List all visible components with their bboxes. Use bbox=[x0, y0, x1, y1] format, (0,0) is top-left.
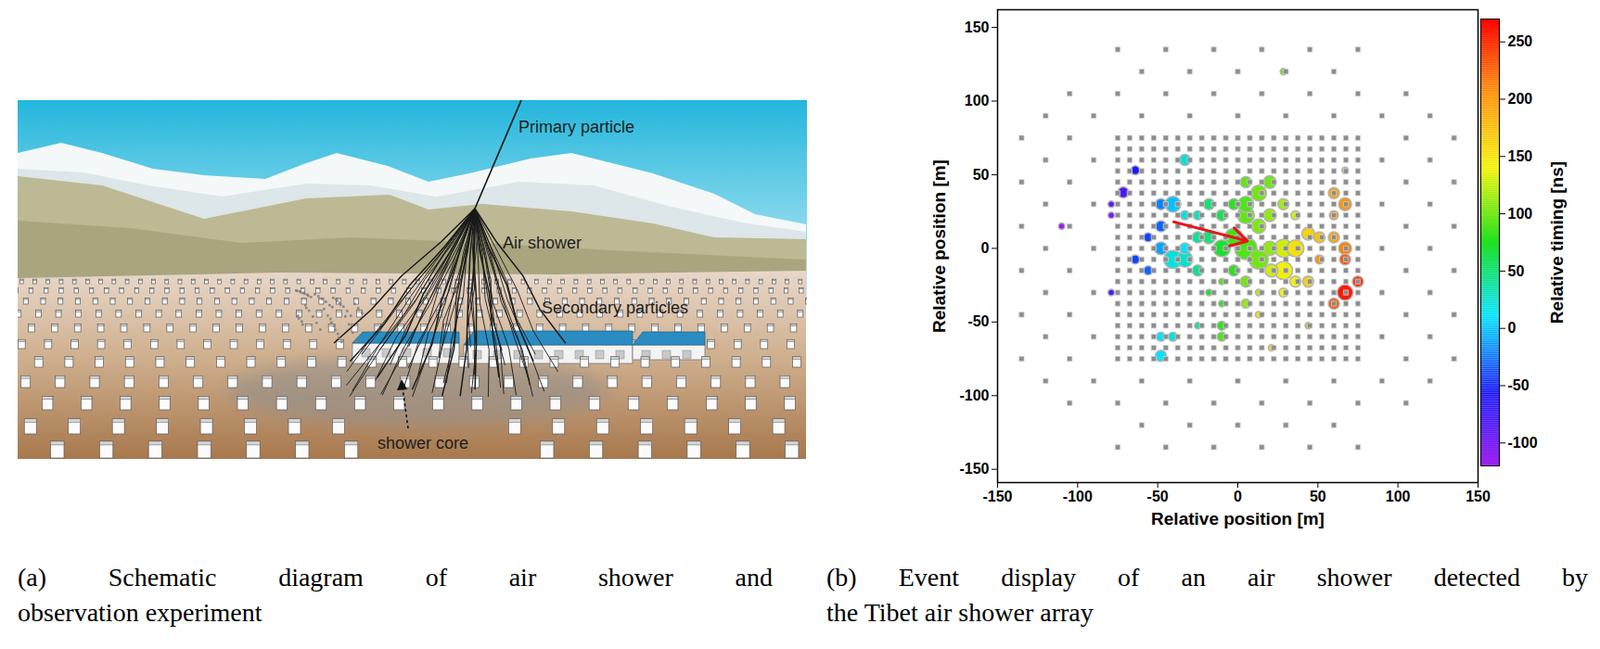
svg-text:Primary particle: Primary particle bbox=[518, 117, 635, 137]
svg-text:Schematic: Schematic bbox=[108, 563, 218, 592]
svg-text:Relative timing [ns]: Relative timing [ns] bbox=[1547, 161, 1567, 324]
svg-text:display: display bbox=[1000, 563, 1076, 592]
svg-text:50: 50 bbox=[972, 166, 990, 183]
svg-text:of: of bbox=[1117, 563, 1140, 592]
svg-text:-50: -50 bbox=[967, 313, 989, 330]
svg-text:shower core: shower core bbox=[377, 434, 469, 453]
svg-text:Relative position [m]: Relative position [m] bbox=[1151, 509, 1325, 529]
svg-text:0: 0 bbox=[1233, 488, 1242, 505]
svg-text:150: 150 bbox=[1465, 488, 1491, 505]
svg-text:the Tibet air shower array: the Tibet air shower array bbox=[826, 598, 1094, 628]
svg-text:Secondary particles: Secondary particles bbox=[541, 298, 689, 318]
svg-text:Relative position [m]: Relative position [m] bbox=[929, 159, 949, 333]
svg-text:-150: -150 bbox=[959, 460, 989, 477]
svg-text:(b): (b) bbox=[826, 563, 858, 592]
svg-text:0: 0 bbox=[981, 240, 990, 256]
svg-text:(a): (a) bbox=[17, 563, 47, 592]
svg-text:-50: -50 bbox=[1508, 377, 1530, 394]
svg-text:detected: detected bbox=[1433, 563, 1521, 592]
svg-text:100: 100 bbox=[964, 92, 990, 109]
svg-text:air: air bbox=[1247, 563, 1276, 592]
svg-text:Air shower: Air shower bbox=[502, 233, 582, 253]
svg-text:250: 250 bbox=[1508, 33, 1534, 50]
svg-text:50: 50 bbox=[1508, 263, 1525, 280]
svg-text:-100: -100 bbox=[1062, 488, 1093, 505]
svg-text:50: 50 bbox=[1309, 488, 1327, 505]
svg-text:150: 150 bbox=[1508, 148, 1534, 165]
svg-text:an: an bbox=[1181, 563, 1206, 592]
svg-text:-50: -50 bbox=[1147, 488, 1169, 505]
svg-text:air: air bbox=[509, 563, 538, 592]
svg-text:100: 100 bbox=[1385, 488, 1411, 505]
svg-text:-100: -100 bbox=[1508, 435, 1538, 451]
svg-text:-150: -150 bbox=[982, 488, 1012, 505]
svg-text:shower: shower bbox=[1317, 563, 1394, 592]
svg-text:by: by bbox=[1561, 563, 1588, 592]
svg-text:Event: Event bbox=[898, 563, 960, 592]
svg-text:200: 200 bbox=[1508, 90, 1534, 107]
svg-text:and: and bbox=[735, 563, 773, 592]
svg-text:0: 0 bbox=[1508, 320, 1517, 336]
svg-text:diagram: diagram bbox=[278, 563, 364, 592]
svg-text:100: 100 bbox=[1508, 205, 1534, 222]
svg-text:shower: shower bbox=[598, 563, 675, 592]
svg-text:-100: -100 bbox=[959, 387, 989, 404]
svg-text:observation experiment: observation experiment bbox=[17, 598, 263, 628]
svg-text:150: 150 bbox=[964, 19, 990, 36]
svg-text:of: of bbox=[425, 563, 448, 592]
